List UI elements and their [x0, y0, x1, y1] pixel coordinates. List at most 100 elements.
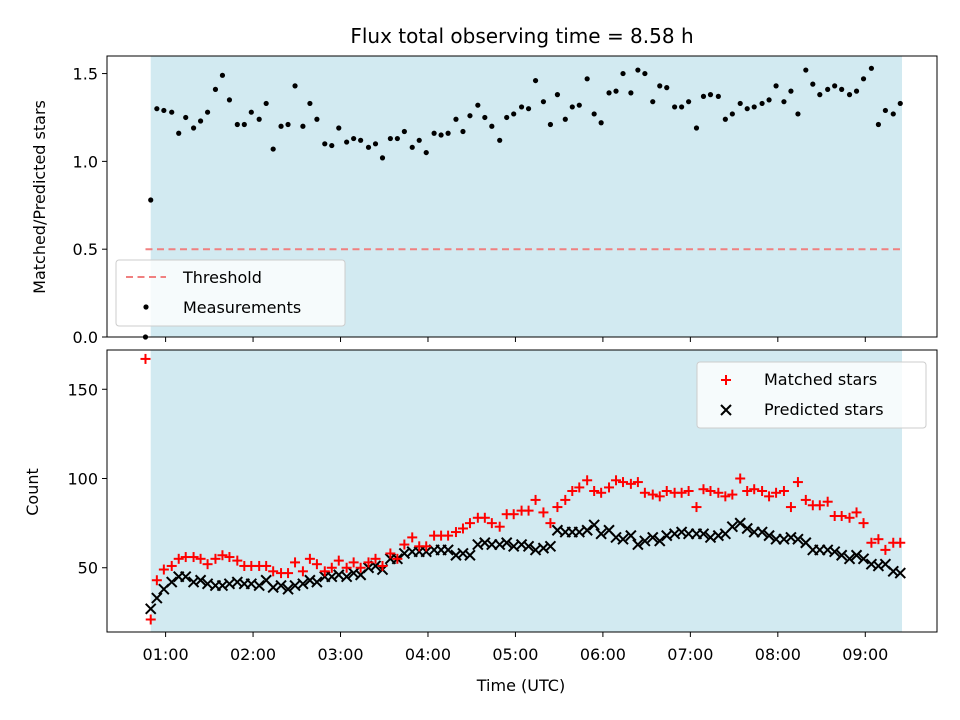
measurement-point: [322, 141, 328, 147]
predicted-stars-point: [850, 549, 863, 561]
bottom-x-axis: 01:00 02:00 03:00 04:00 05:00 06:00 07:00 08:00…: [143, 632, 888, 664]
top-legend-box: [115, 259, 346, 327]
top-y-tick-label: 0.5: [73, 240, 98, 259]
measurement-point: [285, 121, 291, 128]
matched-stars-point: [639, 487, 650, 498]
matched-stars-point: [188, 552, 199, 563]
matched-stars-point: [771, 487, 782, 498]
predicted-stars-point: [654, 535, 666, 547]
measurement-point: [161, 107, 167, 114]
predicted-stars-point: [347, 567, 360, 579]
x-tick-label: 07:00: [667, 645, 713, 664]
measurement-point: [467, 113, 473, 119]
matched-stars-point: [822, 496, 833, 507]
matched-stars-point: [676, 487, 687, 498]
measurement-point: [197, 118, 204, 124]
matched-stars-point: [792, 477, 803, 488]
predicted-stars-point: [632, 538, 644, 551]
measurement-point: [817, 92, 823, 98]
measurement-point: [795, 111, 801, 117]
predicted-stars-point: [835, 549, 848, 561]
measurements-legend-swatch: [143, 304, 149, 310]
measurement-point: [497, 137, 503, 143]
measurement-point: [148, 197, 154, 203]
matched-stars-point: [355, 562, 366, 573]
measurement-point: [882, 107, 888, 114]
bottom-y-tick-label: 100: [67, 470, 98, 489]
matched-stars-point: [661, 486, 672, 496]
matched-stars-point: [538, 507, 549, 518]
matched-stars-point: [392, 553, 403, 564]
measurement-point: [890, 111, 896, 117]
bottom-y-tick-label: 50: [78, 559, 98, 578]
measurement-point: [766, 97, 772, 103]
matched-stars-point: [158, 564, 169, 575]
bottom-y-tick-label: 150: [67, 380, 98, 399]
predicted-stars-point: [697, 528, 710, 540]
matched-stars-point: [764, 491, 775, 502]
matched-stars-point: [851, 507, 862, 518]
predicted-stars-point: [326, 570, 338, 583]
measurement-point: [729, 111, 735, 117]
x-tick-label: 01:00: [143, 645, 189, 664]
measurement-point: [460, 128, 466, 135]
measurement-point: [365, 144, 372, 150]
measurement-point: [387, 135, 393, 142]
matched-stars-point: [283, 568, 294, 579]
measurement-point: [372, 141, 379, 147]
predicted-stars-point: [457, 547, 469, 560]
predicted-stars-point: [151, 592, 163, 604]
matched-stars-point: [457, 523, 468, 534]
threshold-legend-label: Threshold: [182, 268, 262, 287]
measurement-point: [860, 76, 867, 82]
matched-stars-point: [720, 491, 731, 502]
measurement-point: [183, 114, 189, 121]
matched-stars-point: [173, 553, 184, 564]
matched-stars-point: [691, 502, 702, 513]
matched-stars-point: [735, 473, 746, 484]
measurement-point: [358, 137, 364, 143]
measurement-point: [686, 99, 692, 105]
x-tick-label: 02:00: [230, 645, 276, 664]
predicted-stars-point: [843, 553, 856, 565]
predicted-stars-point: [741, 522, 753, 535]
matched-stars-point: [749, 484, 760, 495]
measurement-point: [650, 99, 656, 105]
measurement-point: [788, 88, 794, 94]
measurement-point: [759, 100, 765, 107]
predicted-stars-point: [639, 535, 651, 547]
top-x-ticks: [165, 337, 866, 342]
measurement-point: [190, 125, 197, 131]
predicted-stars-point: [450, 549, 462, 561]
predicted-legend-marker: [720, 404, 732, 416]
bottom-axes-frame: [106, 349, 938, 633]
measurement-point: [489, 123, 495, 129]
predicted-stars-point: [734, 517, 746, 529]
measurement-point: [679, 104, 685, 110]
predicted-stars-point: [216, 579, 229, 592]
predicted-stars-point: [304, 574, 316, 586]
matched-stars-point: [880, 544, 891, 555]
predicted-stars-point: [588, 519, 600, 531]
bottom-legend-box: [696, 361, 927, 429]
matched-stars-point: [370, 553, 381, 564]
matched-stars-point: [604, 482, 615, 493]
predicted-stars-point: [231, 576, 244, 588]
matched-stars-point: [618, 477, 629, 488]
predicted-stars-point: [792, 533, 804, 545]
predicted-stars-point: [544, 540, 557, 553]
measurement-point: [700, 93, 707, 99]
measurement-point: [176, 130, 182, 136]
predicted-stars-point: [872, 560, 885, 572]
predicted-stars-point: [763, 529, 775, 542]
matched-stars-point: [698, 484, 709, 495]
measurements-legend-label: Measurements: [183, 298, 301, 317]
matched-stars-point: [407, 532, 418, 543]
measurement-point: [875, 121, 882, 128]
matched-stars-point: [333, 555, 344, 566]
measurement-point: [576, 102, 582, 108]
predicted-stars-point: [785, 531, 797, 544]
predicted-stars-point: [675, 526, 688, 538]
matched-stars-point: [582, 475, 593, 486]
